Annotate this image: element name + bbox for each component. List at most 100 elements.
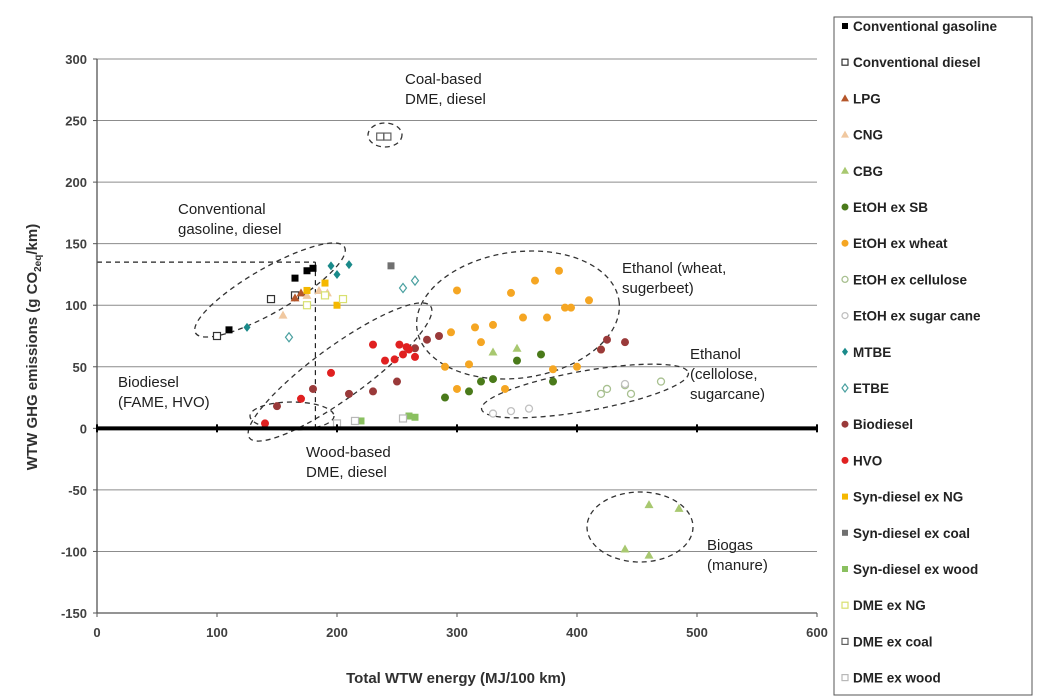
data-point xyxy=(225,326,233,334)
annotation-ellipse xyxy=(415,250,621,380)
data-point xyxy=(291,274,299,282)
x-tick-label: 600 xyxy=(806,625,828,640)
y-tick-label: 100 xyxy=(65,298,87,313)
x-axis-title: Total WTW energy (MJ/100 km) xyxy=(346,670,566,687)
legend-label: Syn-diesel ex wood xyxy=(853,562,978,577)
data-points xyxy=(212,132,684,559)
data-point xyxy=(338,294,348,304)
data-point xyxy=(602,384,612,394)
legend-label: EtOH ex SB xyxy=(853,200,928,215)
legend-marker xyxy=(842,529,848,536)
data-point xyxy=(543,313,551,322)
axes xyxy=(93,58,818,617)
legend-label: LPG xyxy=(853,91,881,106)
data-point xyxy=(626,389,636,399)
annotation-label: Biogas (manure) xyxy=(707,537,768,574)
data-point xyxy=(302,301,312,310)
legend-label: CBG xyxy=(853,164,883,179)
data-point xyxy=(381,356,389,365)
annotation-line: Conventional xyxy=(178,201,266,218)
tick-labels: -150 -100 -50 0 50 100 150 200 250 300 0 100 200 300 4… xyxy=(61,52,828,640)
annotation-line: (manure) xyxy=(707,557,768,574)
annotation-label: Ethanol (cellolose, sugarcane) xyxy=(690,346,765,403)
annotation-label: Biodiesel (FAME, HVO) xyxy=(118,374,210,411)
legend-label: Syn-diesel ex NG xyxy=(853,490,963,505)
y-tick-label: 50 xyxy=(73,360,87,375)
data-point xyxy=(674,503,684,512)
data-point xyxy=(410,275,420,287)
data-point xyxy=(489,375,497,384)
annotation-line: DME, diesel xyxy=(405,91,486,108)
data-point xyxy=(465,387,473,396)
annotation-line: gasoline, diesel xyxy=(178,221,281,238)
data-point xyxy=(477,338,485,347)
data-point xyxy=(405,412,413,420)
data-point xyxy=(597,345,605,354)
data-point xyxy=(524,404,534,413)
annotation-line: (FAME, HVO) xyxy=(118,394,210,411)
data-point xyxy=(567,303,575,312)
data-point xyxy=(376,132,385,141)
legend-label: CNG xyxy=(853,128,883,143)
data-point xyxy=(383,132,392,141)
y-tick-label: 200 xyxy=(65,175,87,190)
data-point xyxy=(309,264,317,272)
x-tick-label: 200 xyxy=(326,625,348,640)
data-point xyxy=(513,356,521,365)
data-point xyxy=(549,365,557,374)
data-point xyxy=(327,261,335,271)
data-point xyxy=(603,335,611,344)
annotation-line: Biodiesel xyxy=(118,374,179,391)
data-point xyxy=(390,355,399,364)
gridlines xyxy=(97,58,817,614)
annotation-line: DME, diesel xyxy=(306,464,387,481)
y-tick-label: 0 xyxy=(80,421,87,436)
data-point xyxy=(435,332,443,340)
x-tick-label: 0 xyxy=(93,625,100,640)
legend-label: EtOH ex sugar cane xyxy=(853,309,981,324)
data-point xyxy=(441,362,449,371)
legend-marker xyxy=(842,347,848,356)
legend: Conventional gasoline Conventional diesel… xyxy=(833,16,1033,696)
data-point xyxy=(537,350,545,359)
data-point xyxy=(302,290,312,299)
data-point xyxy=(620,544,630,553)
data-point xyxy=(411,413,419,421)
data-point xyxy=(399,350,407,359)
data-point xyxy=(405,345,413,354)
legend-label: EtOH ex wheat xyxy=(853,236,948,251)
legend-label: Conventional diesel xyxy=(853,55,981,70)
data-point xyxy=(243,322,251,332)
y-tick-label: -50 xyxy=(68,483,87,498)
legend-marker xyxy=(841,637,849,646)
legend-label: HVO xyxy=(853,453,882,468)
annotation-ellipse xyxy=(586,491,694,563)
guide-lines xyxy=(97,261,316,429)
legend-marker xyxy=(842,566,848,572)
data-point xyxy=(327,368,335,377)
annotation-line: Wood-based xyxy=(306,444,391,461)
plot-area xyxy=(97,59,817,613)
data-point xyxy=(549,377,557,386)
data-point xyxy=(320,291,330,300)
legend-marker xyxy=(841,275,849,284)
x-tick-label: 300 xyxy=(446,625,468,640)
legend-label: Biodiesel xyxy=(853,417,913,432)
data-point xyxy=(296,288,306,297)
data-point xyxy=(333,269,341,279)
data-point xyxy=(489,320,497,329)
legend-marker xyxy=(841,203,849,211)
legend-label: Conventional gasoline xyxy=(853,19,998,34)
data-point xyxy=(488,409,498,418)
data-point xyxy=(471,323,479,332)
plot-background xyxy=(97,59,817,613)
y-axis-title: WTW GHG emissions (g CO2eq/km) xyxy=(24,224,44,470)
y-tick-label: 300 xyxy=(65,52,87,67)
annotation-line: Biogas xyxy=(707,537,753,554)
y-tick-label: -100 xyxy=(61,544,87,559)
data-point xyxy=(585,296,593,305)
data-point xyxy=(531,276,539,285)
data-point xyxy=(555,266,563,275)
data-point xyxy=(357,417,365,425)
